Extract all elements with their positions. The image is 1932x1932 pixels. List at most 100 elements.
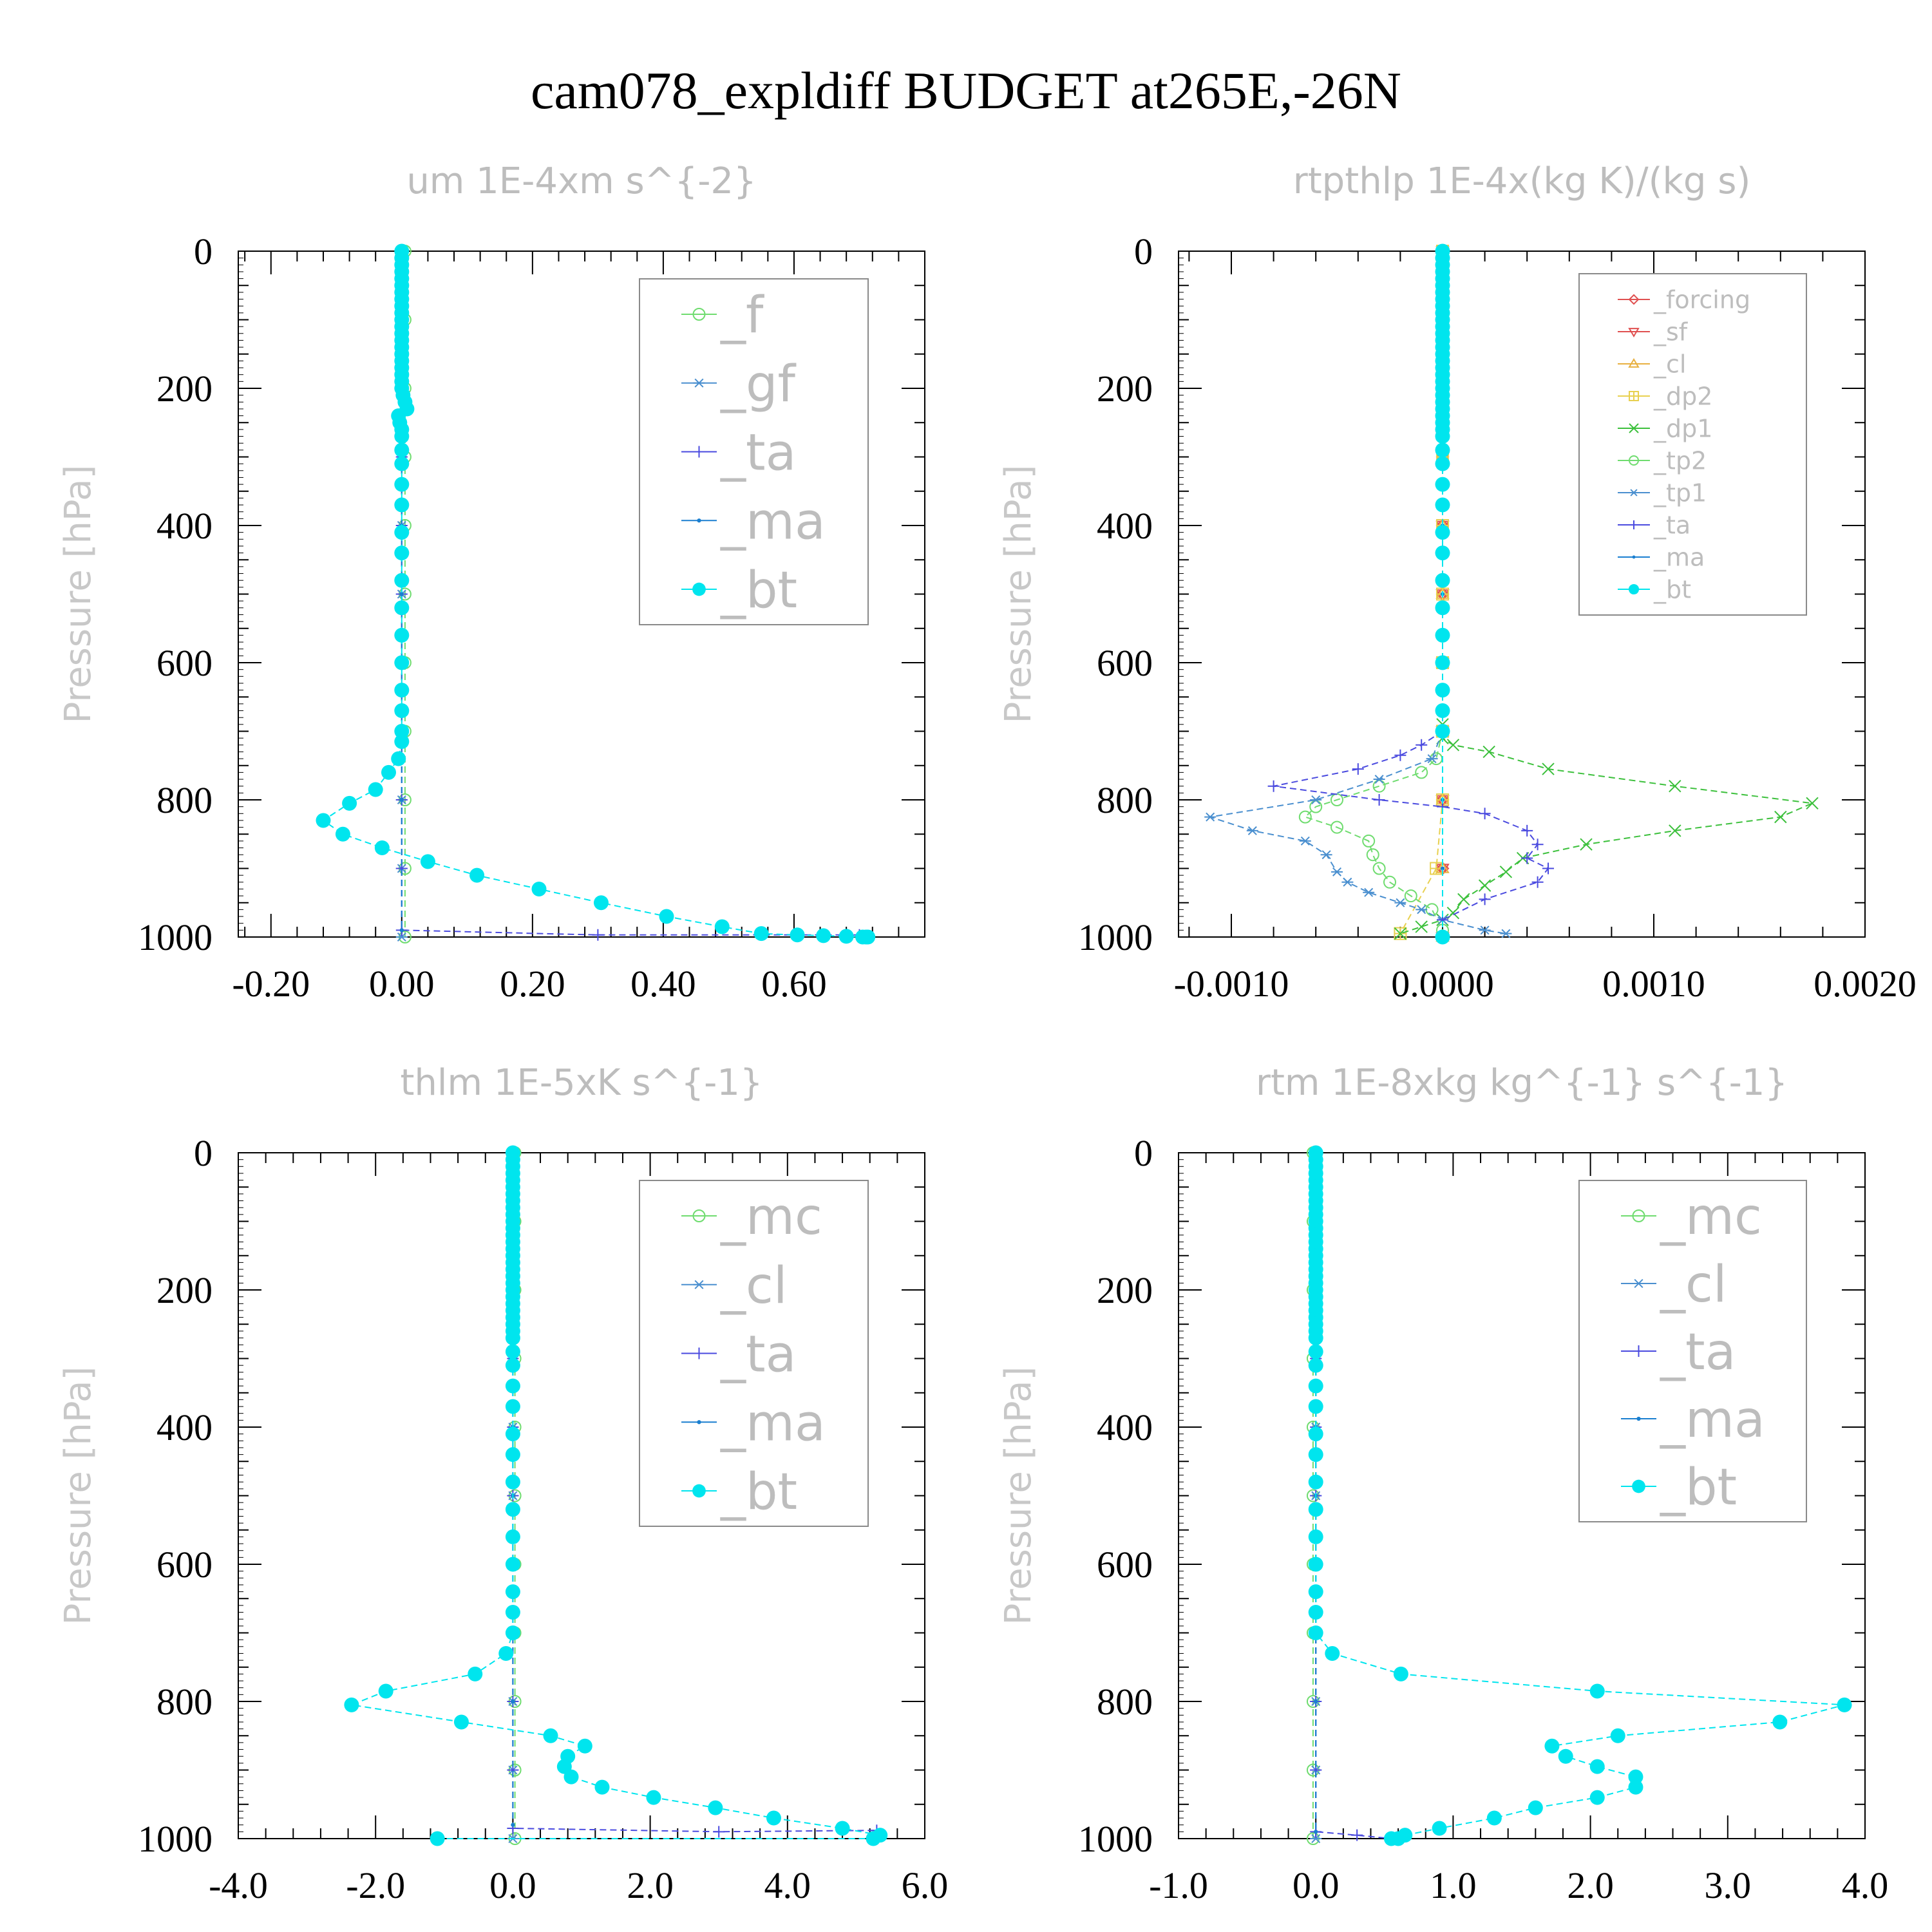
legend-label: _dp2 <box>1653 383 1712 411</box>
legend-marker <box>692 582 706 596</box>
data-point <box>498 1645 514 1661</box>
legend-marker <box>1628 583 1640 595</box>
data-point <box>543 1728 558 1743</box>
data-point <box>1416 905 1428 914</box>
x-tick-label: 0.60 <box>761 963 827 1005</box>
data-point <box>1314 1699 1318 1704</box>
x-tick-label: -1.0 <box>1149 1864 1208 1906</box>
data-point <box>564 1769 579 1785</box>
data-point <box>594 1779 610 1795</box>
data-point <box>505 1344 520 1359</box>
data-point <box>1308 1426 1323 1442</box>
figure-title: cam078_expldiff BUDGET at265E,-26N <box>531 61 1401 120</box>
data-point <box>381 764 397 780</box>
legend: _mc _cl _ta _ma _bt <box>1578 1180 1807 1522</box>
legend-box <box>639 1180 869 1527</box>
y-tick-label: 800 <box>156 779 213 821</box>
data-point <box>1314 1830 1318 1834</box>
data-point <box>1479 808 1491 820</box>
legend-label: _cl <box>1660 1256 1727 1314</box>
data-point <box>713 1826 725 1838</box>
legend-marker <box>1629 520 1638 529</box>
legend-label: _ta <box>720 1326 796 1384</box>
data-point <box>1432 1821 1447 1836</box>
y-tick-label: 400 <box>156 1406 213 1448</box>
data-point <box>1363 887 1375 897</box>
legend-marker <box>1632 1479 1645 1493</box>
legend-marker <box>693 1280 705 1289</box>
y-tick-label: 600 <box>1097 1544 1153 1586</box>
legend-label: _ma <box>720 1394 826 1452</box>
data-point <box>1435 929 1450 945</box>
data-point <box>505 1557 520 1572</box>
data-point <box>646 1790 661 1805</box>
data-point <box>1837 1697 1852 1712</box>
data-point <box>1479 925 1491 935</box>
data-point <box>394 724 410 739</box>
legend-label: _bt <box>1660 1459 1737 1517</box>
legend-label: _cl <box>720 1257 788 1315</box>
x-tick-label: 0.0 <box>489 1864 536 1906</box>
panel-title: rtm 1E-8xkg kg^{-1} s^{-1} <box>1256 1062 1788 1104</box>
data-point <box>1352 763 1364 775</box>
data-point <box>1435 600 1450 616</box>
x-tick-label: 6.0 <box>902 1864 949 1906</box>
data-point <box>335 826 350 842</box>
data-point <box>1308 1502 1323 1517</box>
data-point <box>1446 739 1460 752</box>
data-point <box>511 1699 515 1704</box>
data-point <box>1772 1714 1788 1730</box>
series-layer <box>1204 243 1819 945</box>
y-tick-label: 800 <box>156 1681 213 1723</box>
data-point <box>394 600 410 616</box>
data-point <box>1373 794 1385 806</box>
data-point <box>1246 826 1258 835</box>
data-point <box>577 1738 592 1754</box>
data-point <box>505 1474 520 1490</box>
y-tick-label: 0 <box>194 231 213 272</box>
x-tick-label: 4.0 <box>1842 1864 1889 1906</box>
y-axis-label: Pressure [hPa] <box>57 465 99 724</box>
chart-panel-2: rtpthlp 1E-4x(kg K)/(kg s) Pressure [hPa]… <box>998 160 1917 1005</box>
series-bt <box>1435 243 1450 945</box>
y-axis-label: Pressure [hPa] <box>998 1367 1039 1625</box>
x-tick-label: 4.0 <box>764 1864 811 1906</box>
data-point <box>838 929 854 944</box>
data-point <box>1298 810 1312 824</box>
data-point <box>1310 1833 1322 1844</box>
legend-marker <box>693 446 705 458</box>
y-tick-label: 200 <box>156 368 213 410</box>
legend-marker <box>1628 358 1640 368</box>
data-point <box>394 477 410 492</box>
series-line <box>1303 731 1443 931</box>
data-point <box>1341 877 1354 887</box>
data-point <box>505 1378 520 1394</box>
data-point <box>1308 1399 1323 1414</box>
data-point <box>1308 1378 1323 1394</box>
data-point <box>1331 867 1343 876</box>
data-point <box>1806 797 1819 810</box>
series-layer <box>344 1145 888 1846</box>
data-point <box>1669 824 1681 837</box>
legend-label: _forcing <box>1653 286 1750 314</box>
series-bt <box>344 1145 888 1846</box>
data-point <box>1610 1728 1625 1743</box>
data-point <box>394 655 410 670</box>
data-point <box>505 1605 520 1620</box>
legend-box <box>1578 273 1807 616</box>
data-point <box>1435 545 1450 561</box>
legend-box <box>1578 1180 1807 1522</box>
data-point <box>708 1800 723 1815</box>
data-point <box>1415 920 1428 933</box>
y-axis-label: Pressure [hPa] <box>998 465 1039 724</box>
data-point <box>1299 836 1311 846</box>
data-point <box>1544 1738 1560 1754</box>
data-point <box>394 734 410 749</box>
data-point <box>394 456 410 471</box>
data-point <box>453 1714 469 1730</box>
data-point <box>420 854 435 869</box>
series-line <box>1400 724 1815 934</box>
series-tp2 <box>1298 724 1449 937</box>
data-point <box>1435 573 1450 588</box>
y-tick-label: 0 <box>194 1132 213 1174</box>
